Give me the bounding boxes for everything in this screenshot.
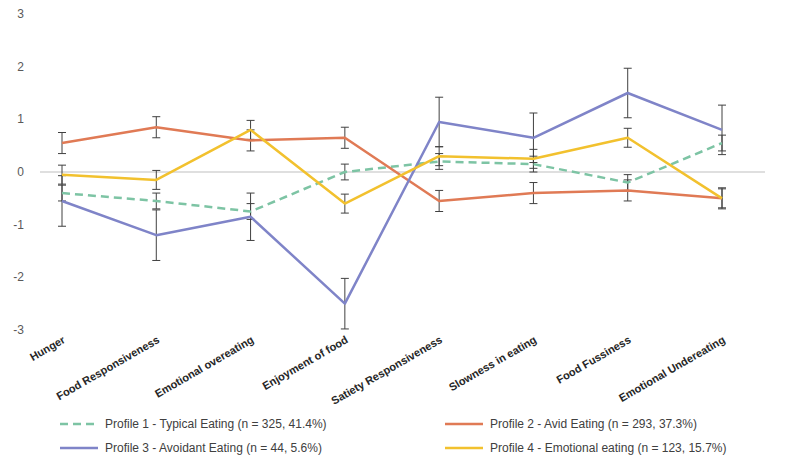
legend-label: Profile 3 - Avoidant Eating (n = 44, 5.6… — [105, 441, 322, 455]
y-tick-label: -3 — [13, 323, 24, 337]
y-tick-label: 3 — [17, 7, 24, 21]
x-tick-label: Food Fussiness — [554, 333, 633, 385]
y-tick — [37, 66, 40, 67]
x-tick-label: Emotional overeating — [153, 333, 256, 399]
series-line — [62, 93, 722, 304]
legend: Profile 1 - Typical Eating (n = 325, 41.… — [60, 417, 726, 455]
x-tick-label: Slowness in eating — [447, 333, 539, 393]
legend-label: Profile 2 - Avid Eating (n = 293, 37.3%) — [490, 417, 697, 431]
legend-label: Profile 4 - Emotional eating (n = 123, 1… — [490, 441, 726, 455]
y-tick — [37, 330, 40, 331]
y-tick-label: -1 — [13, 218, 24, 232]
y-tick — [37, 224, 40, 225]
y-tick — [37, 172, 40, 173]
x-tick-label: Food Responsiveness — [54, 333, 161, 402]
series-line — [62, 130, 722, 204]
legend-swatch — [445, 447, 483, 450]
y-tick — [37, 119, 40, 120]
plot-data — [58, 68, 726, 329]
legend-label: Profile 1 - Typical Eating (n = 325, 41.… — [105, 417, 327, 431]
y-tick-label: 0 — [17, 165, 24, 179]
x-tick-label: Emotional Undereating — [617, 333, 727, 404]
legend-swatch — [60, 423, 98, 426]
legend-swatch — [60, 447, 98, 450]
y-tick-label: 2 — [17, 60, 24, 74]
background — [0, 0, 800, 458]
y-tick-label: 1 — [17, 112, 24, 126]
x-tick-label: Satiety Responsiveness — [329, 333, 444, 406]
x-axis-line — [40, 172, 765, 173]
y-tick — [37, 277, 40, 278]
legend-swatch — [445, 423, 483, 426]
y-tick-label: -2 — [13, 270, 24, 284]
y-tick — [37, 14, 40, 15]
x-tick-label: Enjoyment of food — [260, 333, 350, 392]
x-tick-label: Hunger — [28, 333, 68, 363]
chart: -3-2-10123HungerFood ResponsivenessEmoti… — [0, 0, 800, 458]
